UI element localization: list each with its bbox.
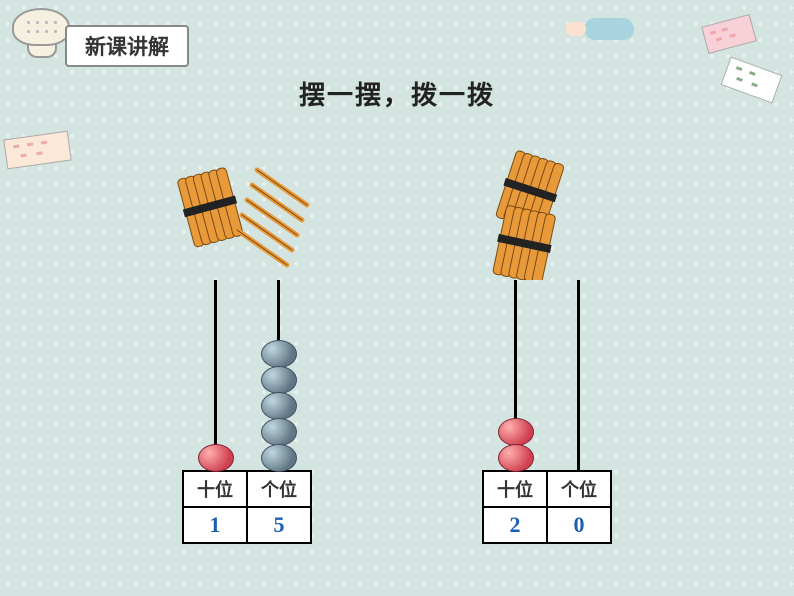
ones-rod-1 — [277, 280, 280, 470]
ones-value-2: 0 — [548, 508, 610, 542]
tens-value-2: 2 — [484, 508, 546, 542]
sticks-area-1 — [157, 150, 337, 280]
bead-red — [498, 444, 534, 472]
counting-frame-2: 十位 2 个位 0 — [482, 280, 612, 544]
sticks-svg-2 — [457, 150, 637, 280]
tens-label-2: 十位 — [484, 472, 546, 508]
ones-value-1: 5 — [248, 508, 310, 542]
bead-blue — [261, 444, 297, 472]
ones-beads-1 — [261, 340, 297, 470]
tens-rod-1 — [214, 280, 217, 470]
tens-beads-1 — [198, 444, 234, 470]
bead-blue — [261, 366, 297, 394]
bead-blue — [261, 418, 297, 446]
page-title: 摆一摆，拨一拨 — [0, 75, 794, 112]
ones-label-2: 个位 — [548, 472, 610, 508]
counting-frame-1: 十位 1 个位 5 — [182, 280, 312, 544]
bead-blue — [261, 392, 297, 420]
ones-label-1: 个位 — [248, 472, 310, 508]
eraser-decoration-1 — [701, 14, 757, 54]
tens-label-1: 十位 — [184, 472, 246, 508]
tens-beads-2 — [498, 418, 534, 470]
bead-red — [498, 418, 534, 446]
ones-rod-2 — [577, 280, 580, 470]
sticks-area-2 — [457, 150, 637, 280]
bead-red — [198, 444, 234, 472]
bead-blue — [261, 340, 297, 368]
frame-table-2: 十位 2 个位 0 — [482, 470, 612, 544]
tens-value-1: 1 — [184, 508, 246, 542]
group-15: 十位 1 个位 5 — [157, 150, 337, 544]
mushroom-decoration — [12, 8, 72, 58]
tens-rod-2 — [514, 280, 517, 470]
lesson-tag: 新课讲解 — [65, 25, 189, 67]
group-20: 十位 2 个位 0 — [457, 150, 637, 544]
cloud-decoration — [584, 18, 634, 40]
content-area: 十位 1 个位 5 — [0, 150, 794, 544]
frame-table-1: 十位 1 个位 5 — [182, 470, 312, 544]
sticks-svg-1 — [157, 150, 337, 280]
